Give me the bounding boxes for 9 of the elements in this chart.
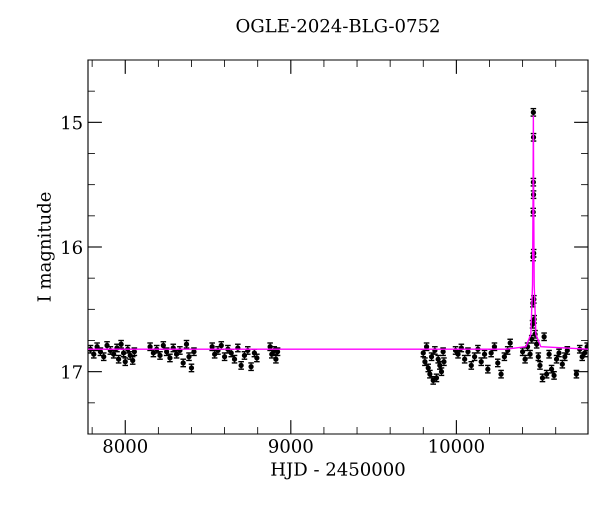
y-tick-label: 17 [62,365,82,379]
x-tick-label: 9000 [268,439,313,453]
y-tick-label: 16 [62,240,82,254]
x-axis-title: HJD - 2450000 [271,462,405,480]
chart-title: OGLE-2024-BLG-0752 [236,18,439,32]
x-tick-label: 10000 [430,439,484,453]
y-tick-label: 15 [62,116,82,130]
y-axis-title: I magnitude [36,192,55,302]
x-tick-label: 8000 [103,439,148,453]
